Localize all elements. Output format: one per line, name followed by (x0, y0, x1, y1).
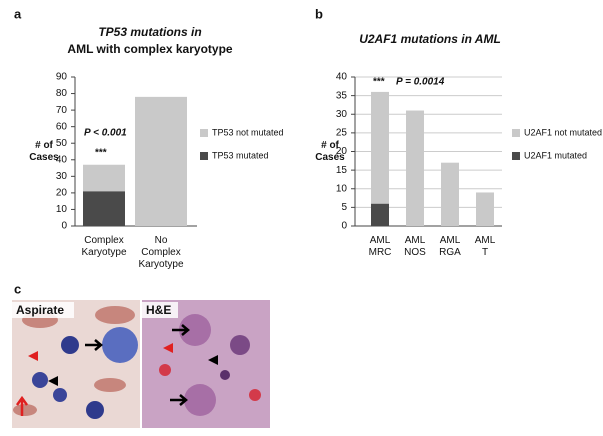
annotation: P < 0.001 (84, 128, 127, 139)
y-tick-label: 30 (336, 109, 348, 120)
bar (406, 110, 424, 226)
annotation: P = 0.0014 (396, 77, 445, 88)
y-tick-label: 90 (56, 72, 68, 83)
aspirate-image: Aspirate (12, 300, 140, 428)
y-tick-label: 60 (56, 121, 68, 132)
y-tick-label: 40 (56, 154, 68, 165)
panel-label: a (14, 6, 22, 21)
y-tick-label: 30 (56, 171, 68, 182)
cell (86, 401, 104, 419)
x-tick-label: AML RGA (439, 235, 461, 258)
cell (179, 314, 211, 346)
he-image: H&E (142, 300, 270, 428)
legend-swatch (512, 129, 520, 137)
x-tick-label: AML MRC (369, 235, 392, 258)
arrow (170, 394, 188, 406)
x-tick-label: AML T (475, 235, 496, 258)
cell (220, 370, 230, 380)
y-tick-label: 5 (341, 202, 347, 213)
label-bg (12, 302, 74, 318)
legend-swatch (512, 152, 520, 160)
y-tick-label: 15 (336, 165, 348, 176)
legend-swatch (200, 152, 208, 160)
arrowhead (208, 355, 218, 365)
cell (102, 327, 138, 363)
y-tick-label: 20 (336, 146, 348, 157)
y-tick-label: 20 (56, 188, 68, 199)
bar (371, 91, 389, 204)
arrowhead (28, 351, 38, 361)
cell (94, 378, 126, 392)
arrowhead (48, 376, 58, 386)
y-tick-label: 0 (61, 221, 67, 232)
bar (371, 203, 389, 226)
legend-label: U2AF1 mutated (524, 150, 587, 160)
panel-label: c (14, 281, 21, 296)
annotation: *** (95, 148, 107, 159)
cell (13, 404, 37, 416)
bar (135, 96, 187, 226)
label-bg (142, 302, 178, 318)
image-label: Aspirate (16, 303, 64, 317)
y-tick-label: 70 (56, 105, 68, 116)
y-tick-label: 10 (56, 204, 68, 215)
chart-title: AML with complex karyotype (67, 42, 232, 56)
y-tick-label: 50 (56, 138, 68, 149)
chart-title: TP53 mutations in (98, 25, 201, 39)
cell (159, 364, 171, 376)
legend-label: TP53 mutated (212, 150, 269, 160)
arrow (15, 395, 29, 416)
chart-title: U2AF1 mutations in AML (359, 32, 501, 46)
legend-label: U2AF1 not mutated (524, 127, 602, 137)
legend-label: TP53 not mutated (212, 127, 284, 137)
cell (32, 372, 48, 388)
annotation: *** (373, 77, 385, 88)
y-tick-label: 40 (336, 72, 348, 83)
bar (441, 162, 459, 226)
image-label: H&E (146, 303, 171, 317)
panel-label: b (315, 6, 323, 21)
arrow (85, 339, 103, 351)
arrowhead (163, 343, 173, 353)
cell (95, 306, 135, 324)
y-axis-label: # of Cases (315, 140, 345, 163)
bar (476, 192, 494, 226)
bar (83, 191, 125, 226)
x-tick-label: AML NOS (404, 235, 426, 258)
legend-swatch (200, 129, 208, 137)
y-tick-label: 25 (336, 128, 348, 139)
y-tick-label: 10 (336, 183, 348, 194)
cell (249, 389, 261, 401)
x-tick-label: No Complex Karyotype (138, 235, 183, 270)
arrow (172, 324, 190, 336)
y-tick-label: 35 (336, 90, 348, 101)
x-tick-label: Complex Karyotype (81, 235, 126, 258)
y-tick-label: 80 (56, 88, 68, 99)
cell (53, 388, 67, 402)
cell (184, 384, 216, 416)
y-axis-label: # of Cases (29, 140, 59, 163)
cell (230, 335, 250, 355)
bar (83, 164, 125, 192)
cell (61, 336, 79, 354)
y-tick-label: 0 (341, 221, 347, 232)
